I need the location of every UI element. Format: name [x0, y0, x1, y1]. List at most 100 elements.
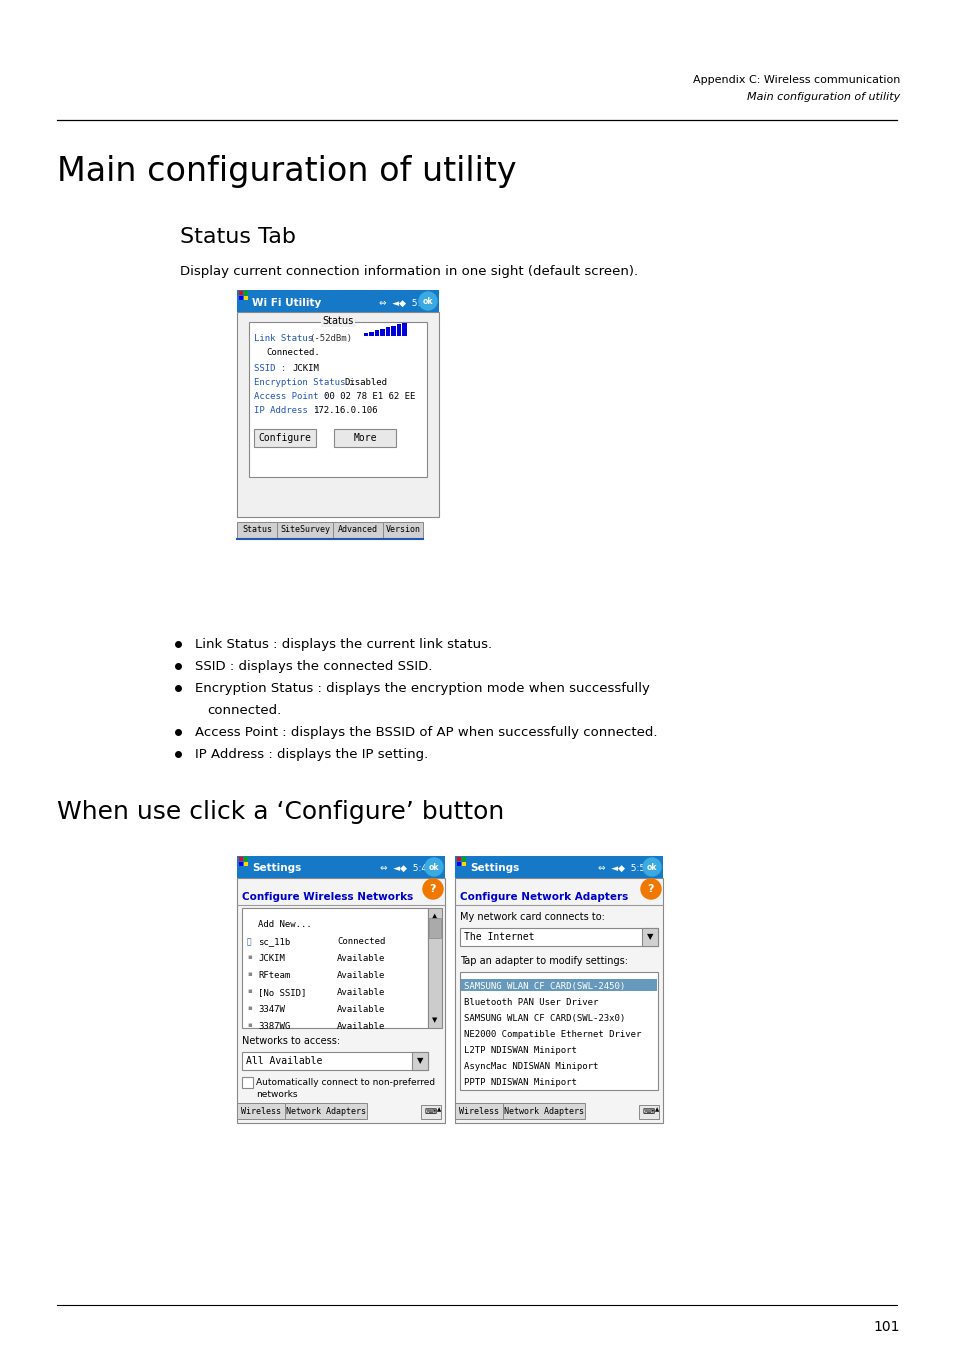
Text: Link Status : displays the current link status.: Link Status : displays the current link … — [194, 638, 492, 651]
Text: SAMSUNG WLAN CF CARD(SWL-2450): SAMSUNG WLAN CF CARD(SWL-2450) — [463, 982, 624, 992]
Text: JCKIM: JCKIM — [292, 363, 318, 373]
Bar — [461, 862, 465, 866]
Bar — [285, 1102, 367, 1119]
Text: More: More — [353, 434, 376, 443]
Text: IP Address : displays the IP setting.: IP Address : displays the IP setting. — [194, 748, 428, 761]
Text: Wireless: Wireless — [458, 1106, 498, 1116]
Bar — [455, 1102, 502, 1119]
Bar — [244, 290, 248, 295]
Bar — [244, 296, 248, 300]
Text: ▪: ▪ — [247, 1005, 252, 1011]
Bar — [402, 323, 407, 336]
Bar — [639, 1105, 659, 1119]
Text: Available: Available — [336, 954, 385, 963]
Text: ▲: ▲ — [436, 1108, 440, 1112]
Bar — [236, 1102, 285, 1119]
Bar — [239, 290, 243, 295]
Text: ok: ok — [646, 862, 657, 871]
Text: The Internet: The Internet — [463, 932, 534, 942]
Bar — [236, 312, 438, 517]
Text: Appendix C: Wireless communication: Appendix C: Wireless communication — [692, 76, 899, 85]
Text: SSID :: SSID : — [253, 363, 286, 373]
Bar — [244, 857, 248, 861]
Text: 172.16.0.106: 172.16.0.106 — [314, 407, 378, 415]
Text: ▲: ▲ — [654, 1108, 659, 1112]
Bar — [456, 862, 460, 866]
Text: ▪: ▪ — [247, 988, 252, 994]
Text: Network Adapters: Network Adapters — [503, 1106, 583, 1116]
Text: SSID : displays the connected SSID.: SSID : displays the connected SSID. — [194, 661, 432, 673]
Circle shape — [422, 880, 442, 898]
Text: Main configuration of utility: Main configuration of utility — [57, 155, 517, 188]
Text: ⇔  ◄◆  5:49: ⇔ ◄◆ 5:49 — [379, 863, 433, 873]
Text: Automatically connect to non-preferred: Automatically connect to non-preferred — [255, 1078, 435, 1088]
Text: Version: Version — [385, 526, 420, 535]
Text: Settings: Settings — [252, 863, 301, 873]
Bar — [420, 1105, 440, 1119]
Bar — [641, 928, 658, 946]
Text: Configure Network Adapters: Configure Network Adapters — [459, 892, 628, 902]
Text: Disabled: Disabled — [344, 378, 387, 386]
Bar — [244, 862, 248, 866]
Text: Access Point : displays the BSSID of AP when successfully connected.: Access Point : displays the BSSID of AP … — [194, 725, 657, 739]
Bar — [391, 326, 395, 336]
Bar — [236, 878, 444, 1123]
Text: Wi Fi Utility: Wi Fi Utility — [252, 299, 321, 308]
Bar — [460, 979, 657, 992]
Text: Advanced: Advanced — [337, 526, 377, 535]
Bar — [396, 324, 401, 336]
Text: Networks to access:: Networks to access: — [242, 1036, 340, 1046]
Text: NE2000 Compatible Ethernet Driver: NE2000 Compatible Ethernet Driver — [463, 1029, 640, 1039]
Bar — [429, 917, 440, 938]
Text: AsyncMac NDISWAN Miniport: AsyncMac NDISWAN Miniport — [463, 1062, 598, 1071]
Bar — [239, 857, 243, 861]
Text: My network card connects to:: My network card connects to: — [459, 912, 604, 921]
Text: JCKIM: JCKIM — [257, 954, 285, 963]
Bar — [375, 330, 379, 336]
Text: sc_11b: sc_11b — [257, 938, 290, 946]
Text: SiteSurvey: SiteSurvey — [280, 526, 330, 535]
Bar — [456, 857, 460, 861]
Text: ⇔  ◄◆  5:50: ⇔ ◄◆ 5:50 — [598, 863, 650, 873]
Bar — [364, 332, 368, 336]
Text: ok: ok — [422, 296, 433, 305]
Bar — [455, 857, 662, 878]
Bar — [242, 908, 428, 1028]
Text: Configure Wireless Networks: Configure Wireless Networks — [242, 892, 413, 902]
Bar — [502, 1102, 584, 1119]
Text: Status Tab: Status Tab — [180, 227, 295, 247]
Text: ▪: ▪ — [247, 1021, 252, 1028]
Text: All Available: All Available — [246, 1056, 322, 1066]
Text: ▲: ▲ — [432, 913, 437, 919]
Text: [No SSID]: [No SSID] — [257, 988, 306, 997]
Bar — [412, 1052, 428, 1070]
Text: (-52dBm): (-52dBm) — [309, 334, 352, 343]
Text: SAMSUNG WLAN CF CARD(SWL-23x0): SAMSUNG WLAN CF CARD(SWL-23x0) — [463, 1015, 624, 1023]
Text: connected.: connected. — [207, 704, 281, 717]
Bar — [249, 322, 427, 477]
Bar — [428, 908, 441, 1028]
Bar — [386, 327, 390, 336]
Text: ⇔  ◄◆  5:24: ⇔ ◄◆ 5:24 — [378, 299, 431, 308]
Text: Connected.: Connected. — [266, 349, 319, 357]
Text: Tap an adapter to modify settings:: Tap an adapter to modify settings: — [459, 957, 627, 966]
Text: When use click a ‘Configure’ button: When use click a ‘Configure’ button — [57, 800, 504, 824]
Text: 3347W: 3347W — [257, 1005, 285, 1015]
Bar — [333, 521, 382, 539]
Text: ▪: ▪ — [247, 954, 252, 961]
Bar — [236, 290, 438, 312]
Text: Configure: Configure — [258, 434, 311, 443]
Bar — [461, 857, 465, 861]
Bar — [236, 857, 444, 878]
Text: ▼: ▼ — [432, 1017, 437, 1023]
Text: ?: ? — [647, 884, 654, 894]
Text: Available: Available — [336, 1021, 385, 1031]
Text: ⌨: ⌨ — [642, 1108, 655, 1116]
Text: IP Address :: IP Address : — [253, 407, 318, 415]
Text: ▼: ▼ — [646, 932, 653, 942]
Text: L2TP NDISWAN Miniport: L2TP NDISWAN Miniport — [463, 1046, 577, 1055]
Text: Display current connection information in one sight (default screen).: Display current connection information i… — [180, 265, 638, 278]
Text: 101: 101 — [873, 1320, 899, 1333]
Text: Available: Available — [336, 971, 385, 979]
Bar — [369, 331, 374, 336]
